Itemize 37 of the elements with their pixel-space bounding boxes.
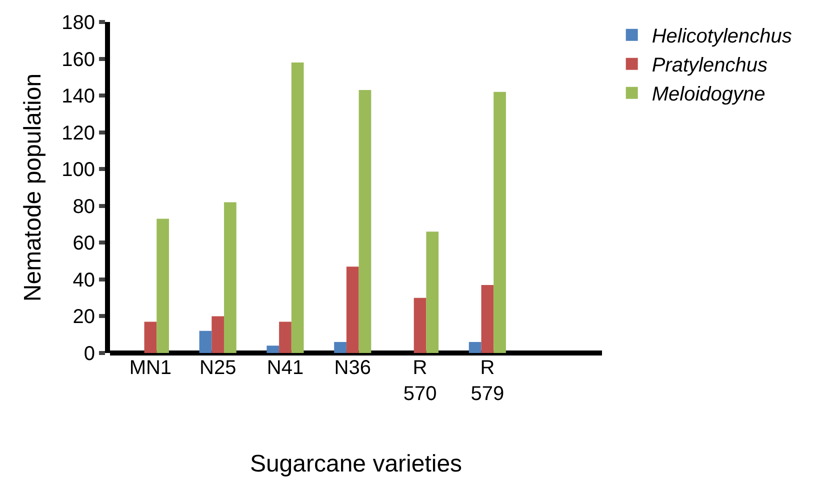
x-tick-label: R 579 xyxy=(470,357,504,405)
y-axis-title: Nematode population xyxy=(20,73,47,302)
y-tick-label: 120 xyxy=(62,122,95,144)
bar xyxy=(468,342,482,353)
y-tick-label: 160 xyxy=(62,48,95,71)
bar xyxy=(266,346,280,353)
y-tick-label: 20 xyxy=(72,306,95,328)
bar xyxy=(224,202,236,353)
y-tick-label: 40 xyxy=(72,269,95,292)
x-tick-label: N25 xyxy=(199,357,236,379)
y-tick-label: 60 xyxy=(72,232,95,255)
y-tick-label: 80 xyxy=(72,196,95,218)
bar xyxy=(199,330,212,353)
bar xyxy=(156,218,169,353)
x-tick-label: N36 xyxy=(334,357,371,379)
x-tick-label: MN1 xyxy=(129,357,172,379)
y-tick-label: 180 xyxy=(62,12,95,34)
bar xyxy=(481,284,494,353)
bar xyxy=(346,266,359,353)
bar xyxy=(426,232,439,353)
y-tick-label: 0 xyxy=(84,343,95,365)
bar xyxy=(334,342,346,353)
x-tick-label: R 570 xyxy=(403,357,437,405)
y-tick-label: 140 xyxy=(62,86,95,108)
legend-label: Pratylenchus xyxy=(652,54,768,77)
bar xyxy=(212,316,224,353)
y-tick-label: 100 xyxy=(62,159,95,182)
legend-label: Meloidogyne xyxy=(652,84,766,106)
bar xyxy=(279,322,292,353)
x-axis-title: Sugarcane varieties xyxy=(250,450,462,478)
bar xyxy=(144,322,157,353)
bar xyxy=(291,62,304,353)
bar xyxy=(414,298,426,353)
bar xyxy=(494,92,506,353)
bar xyxy=(358,90,372,353)
x-tick-label: N41 xyxy=(266,357,304,379)
legend-label: Helicotylenchus xyxy=(652,26,792,48)
